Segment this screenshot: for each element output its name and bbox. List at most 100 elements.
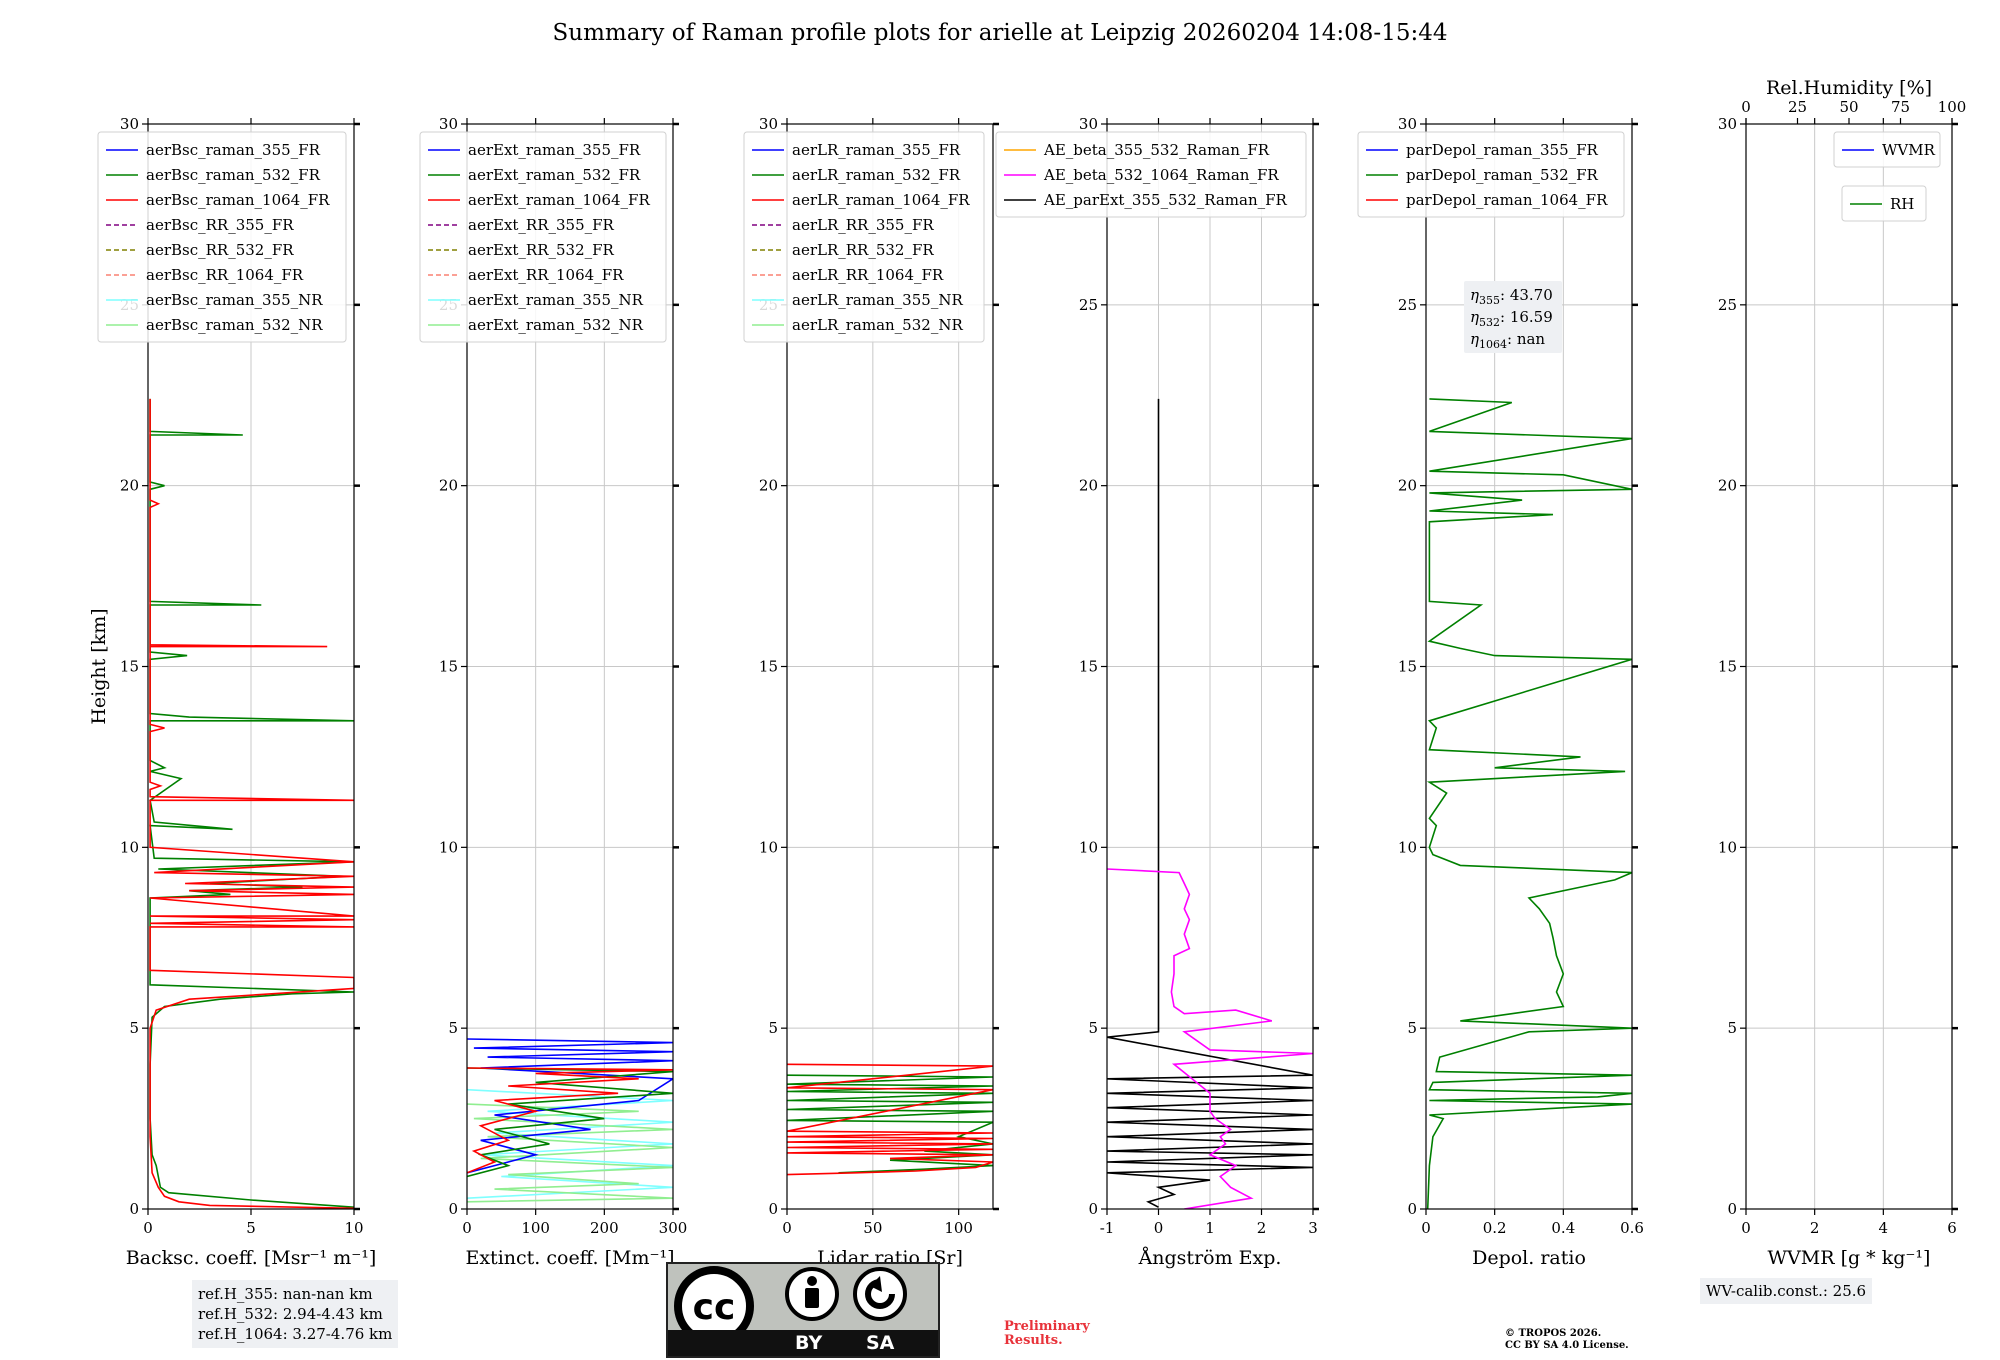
series-parDepol_raman_532_FR bbox=[1426, 398, 1632, 1209]
y-tick-label: 10 bbox=[439, 838, 458, 856]
copyright-note: © TROPOS 2026. CC BY SA 4.0 License. bbox=[1505, 1328, 1629, 1352]
x-tick-label: 10 bbox=[344, 1219, 363, 1237]
twin-x-tick-label: 25 bbox=[1788, 98, 1807, 116]
legend: AE_beta_355_532_Raman_FR AE_beta_532_1064… bbox=[995, 131, 1307, 218]
cc-sa-label: SA bbox=[866, 1332, 895, 1354]
x-tick-label: 0 bbox=[143, 1219, 153, 1237]
legend-entry: AE_parExt_355_532_Raman_FR bbox=[1043, 191, 1288, 209]
series-aerExt_raman_532_NR bbox=[467, 1103, 673, 1203]
eta-line: η532: 16.59 bbox=[1470, 308, 1553, 329]
y-tick-label: 15 bbox=[1079, 658, 1098, 676]
panel-bsc: 0510152025300510Backsc. coeff. [Msr⁻¹ m⁻… bbox=[88, 115, 376, 1269]
legend-entry: AE_beta_532_1064_Raman_FR bbox=[1043, 166, 1279, 184]
y-tick-label: 30 bbox=[759, 115, 778, 133]
y-tick-label: 5 bbox=[1727, 1019, 1737, 1037]
y-tick-label: 20 bbox=[439, 477, 458, 495]
legend-entry: aerExt_RR_1064_FR bbox=[468, 266, 624, 284]
legend-entry: aerLR_RR_1064_FR bbox=[792, 266, 944, 284]
y-tick-label: 30 bbox=[1398, 115, 1417, 133]
y-tick-label: 20 bbox=[759, 477, 778, 495]
legend-entry: aerBsc_RR_1064_FR bbox=[146, 266, 304, 284]
figure-title: Summary of Raman profile plots for ariel… bbox=[552, 20, 1448, 46]
y-tick-label: 5 bbox=[1088, 1019, 1098, 1037]
legend-entry: AE_beta_355_532_Raman_FR bbox=[1043, 141, 1270, 159]
cc-logo-icon bbox=[674, 1266, 754, 1334]
preliminary-line-2: Results. bbox=[1004, 1333, 1063, 1348]
x-axis-label: WVMR [g * kg⁻¹] bbox=[1768, 1247, 1931, 1269]
y-tick-label: 15 bbox=[439, 658, 458, 676]
x-tick-label: 3 bbox=[1308, 1219, 1318, 1237]
x-tick-label: 0.6 bbox=[1620, 1219, 1644, 1237]
legend-entry: aerLR_raman_355_NR bbox=[792, 291, 963, 309]
legend: parDepol_raman_355_FR parDepol_raman_532_… bbox=[1357, 131, 1625, 218]
y-tick-label: 15 bbox=[1398, 658, 1417, 676]
cc-logo-text: cc bbox=[693, 1287, 736, 1328]
legend-entry: aerLR_RR_532_FR bbox=[792, 241, 934, 259]
eta-line: η355: 43.70 bbox=[1470, 286, 1553, 307]
y-tick-label: 10 bbox=[1718, 838, 1737, 856]
x-tick-label: 6 bbox=[1947, 1219, 1957, 1237]
legend: WVMR bbox=[1833, 131, 1941, 168]
panel-depol: 0 5 10 15 20 25 30 0 0.2 0.4 0.6 Depol. ratio parDep… bbox=[1357, 115, 1644, 1269]
legend-entry: aerExt_RR_355_FR bbox=[468, 216, 615, 234]
panel-lr: 051015202530050100Lidar ratio [Sr]aerLR_… bbox=[743, 115, 999, 1269]
y-tick-label: 30 bbox=[439, 115, 458, 133]
cc-license-badge: cc BY SA bbox=[666, 1262, 940, 1358]
ref-height-355: ref.H_355: nan-nan km bbox=[198, 1285, 373, 1303]
series-aerBsc_raman_532_FR bbox=[149, 398, 354, 1208]
legend-entry: parDepol_raman_532_FR bbox=[1406, 166, 1599, 184]
y-tick-label: 25 bbox=[1718, 296, 1737, 314]
y-tick-label: 0 bbox=[448, 1200, 458, 1218]
eta-line: η1064: nan bbox=[1470, 330, 1545, 351]
y-tick-label: 0 bbox=[1407, 1200, 1417, 1218]
y-tick-label: 0 bbox=[768, 1200, 778, 1218]
legend-entry: aerExt_raman_532_FR bbox=[468, 166, 641, 184]
x-tick-label: 0 bbox=[1154, 1219, 1164, 1237]
preliminary-line-1: Preliminary bbox=[1004, 1319, 1090, 1334]
legend-entry: aerExt_RR_532_FR bbox=[468, 241, 615, 259]
twin-x-tick-label: 50 bbox=[1839, 98, 1858, 116]
x-axis-label: Ångström Exp. bbox=[1138, 1247, 1282, 1269]
y-tick-label: 5 bbox=[1407, 1019, 1417, 1037]
preliminary-note: Preliminary Results. bbox=[1004, 1320, 1090, 1348]
legend-entry: aerLR_raman_355_FR bbox=[792, 141, 961, 159]
legend-entry: aerExt_raman_532_NR bbox=[468, 316, 644, 334]
x-axis-label: Backsc. coeff. [Msr⁻¹ m⁻¹] bbox=[126, 1247, 377, 1269]
y-tick-label: 10 bbox=[1398, 838, 1417, 856]
series-aerBsc_raman_1064_FR bbox=[149, 398, 354, 1209]
ref-height-1064: ref.H_1064: 3.27-4.76 km bbox=[198, 1325, 393, 1343]
legend-entry: parDepol_raman_355_FR bbox=[1406, 141, 1599, 159]
panel-ext: 0510152025300100200300Extinct. coeff. [M… bbox=[419, 115, 687, 1269]
x-tick-label: 100 bbox=[944, 1219, 973, 1237]
x-tick-label: 200 bbox=[590, 1219, 619, 1237]
twin-x-tick-label: 0 bbox=[1741, 98, 1751, 116]
wv-calibration-box: WV-calib.const.: 25.6 bbox=[1700, 1278, 1873, 1304]
x-tick-label: 5 bbox=[246, 1219, 256, 1237]
x-axis-label: Extinct. coeff. [Mm⁻¹] bbox=[465, 1247, 674, 1269]
x-tick-label: 1 bbox=[1205, 1219, 1215, 1237]
series-aerLR_raman_1064_FR bbox=[787, 1063, 993, 1176]
y-tick-label: 5 bbox=[129, 1019, 139, 1037]
cc-license-icons: cc bbox=[674, 1266, 907, 1334]
series-AE_beta_532_1064_Raman_FR bbox=[1107, 868, 1313, 1209]
series-aerExt_raman_1064_FR bbox=[467, 1067, 673, 1174]
share-alike-icon bbox=[853, 1267, 907, 1321]
y-tick-label: 20 bbox=[1079, 477, 1098, 495]
legend: aerExt_raman_355_FR aerExt_raman_532_FRae… bbox=[419, 131, 667, 343]
legend-entry: aerBsc_raman_1064_FR bbox=[146, 191, 330, 209]
y-tick-label: 20 bbox=[1398, 477, 1417, 495]
twin-x-tick-label: 75 bbox=[1891, 98, 1910, 116]
copyright-line-1: © TROPOS 2026. bbox=[1505, 1328, 1602, 1339]
legend-entry: aerLR_RR_355_FR bbox=[792, 216, 934, 234]
legend-entry: aerBsc_RR_532_FR bbox=[146, 241, 294, 259]
x-tick-label: 2 bbox=[1810, 1219, 1820, 1237]
y-tick-label: 25 bbox=[1079, 296, 1098, 314]
legend: aerLR_raman_355_FR aerLR_raman_532_FR aerL… bbox=[743, 131, 985, 343]
y-tick-label: 0 bbox=[1088, 1200, 1098, 1218]
copyright-line-2: CC BY SA 4.0 License. bbox=[1505, 1340, 1629, 1351]
legend-entry: aerBsc_raman_355_NR bbox=[146, 291, 323, 309]
x-tick-label: 50 bbox=[863, 1219, 882, 1237]
legend-entry: aerBsc_RR_355_FR bbox=[146, 216, 294, 234]
y-tick-label: 15 bbox=[1718, 658, 1737, 676]
